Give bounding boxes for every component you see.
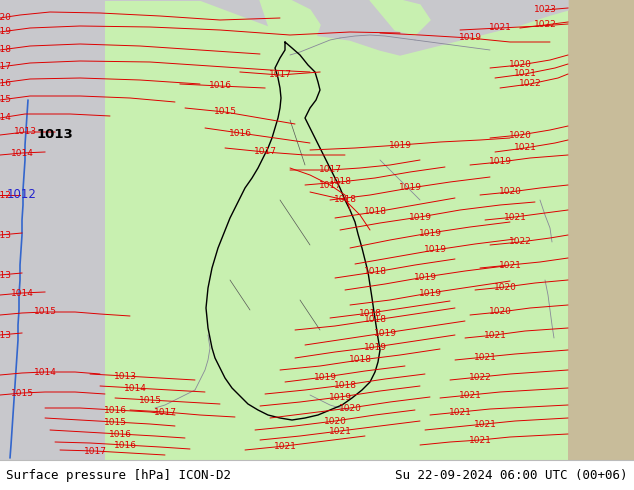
Text: 1012: 1012 <box>0 191 11 199</box>
Text: 1013: 1013 <box>37 128 74 142</box>
Text: 1019: 1019 <box>418 228 441 238</box>
Bar <box>0 0 105 460</box>
Text: 1018: 1018 <box>328 177 351 187</box>
Text: 1018: 1018 <box>358 309 382 318</box>
Text: 1020: 1020 <box>0 14 11 23</box>
Text: 1012: 1012 <box>7 189 37 201</box>
Text: 1019: 1019 <box>413 272 436 281</box>
Text: 1019: 1019 <box>408 213 432 221</box>
Text: 1018: 1018 <box>349 356 372 365</box>
Text: 1022: 1022 <box>508 238 531 246</box>
Text: 1017: 1017 <box>84 446 107 456</box>
Text: 1017: 1017 <box>318 180 342 190</box>
Text: 1018: 1018 <box>333 196 356 204</box>
Text: 1016: 1016 <box>209 81 231 91</box>
Text: 1019: 1019 <box>489 157 512 167</box>
Text: 1020: 1020 <box>508 60 531 70</box>
Text: 1019: 1019 <box>424 245 446 254</box>
Text: 1022: 1022 <box>534 21 557 29</box>
Text: 1021: 1021 <box>273 441 297 450</box>
Text: 1013: 1013 <box>0 270 11 279</box>
Text: Su 22-09-2024 06:00 UTC (00+06): Su 22-09-2024 06:00 UTC (00+06) <box>395 468 628 482</box>
Text: 1014: 1014 <box>11 289 34 297</box>
Text: 1021: 1021 <box>514 70 536 78</box>
Text: 1022: 1022 <box>519 79 541 89</box>
Text: 1013: 1013 <box>113 371 136 381</box>
Text: 1016: 1016 <box>103 406 127 415</box>
Text: 1018: 1018 <box>333 381 356 390</box>
Text: 1015: 1015 <box>138 395 162 405</box>
Text: 1013: 1013 <box>0 230 11 240</box>
Text: 1019: 1019 <box>328 392 351 401</box>
Text: 1015: 1015 <box>103 417 127 426</box>
Text: 1017: 1017 <box>318 166 342 174</box>
Text: Surface pressure [hPa] ICON-D2: Surface pressure [hPa] ICON-D2 <box>6 468 231 482</box>
Text: 1015: 1015 <box>0 96 11 104</box>
Text: 1023: 1023 <box>534 5 557 15</box>
Text: 1019: 1019 <box>458 33 481 43</box>
Text: 1021: 1021 <box>514 144 536 152</box>
Text: 1020: 1020 <box>323 416 346 425</box>
Text: 1014: 1014 <box>0 114 11 122</box>
Text: 1021: 1021 <box>328 426 351 436</box>
Polygon shape <box>100 0 568 55</box>
Text: 1021: 1021 <box>449 408 472 416</box>
Text: 1019: 1019 <box>313 372 337 382</box>
Text: 1017: 1017 <box>153 408 176 416</box>
Text: 1021: 1021 <box>469 436 491 444</box>
Text: 1022: 1022 <box>469 372 491 382</box>
Text: 1014: 1014 <box>34 368 56 376</box>
Text: 1021: 1021 <box>489 24 512 32</box>
Text: 1021: 1021 <box>474 352 496 362</box>
Text: 1019: 1019 <box>373 328 396 338</box>
Text: 1016: 1016 <box>228 128 252 138</box>
Text: 1019: 1019 <box>363 343 387 351</box>
Text: 1021: 1021 <box>474 419 496 428</box>
Text: 1021: 1021 <box>503 213 526 221</box>
Text: 1013: 1013 <box>13 127 37 137</box>
Text: 1020: 1020 <box>508 130 531 140</box>
Text: 1019: 1019 <box>418 289 441 297</box>
Text: 1016: 1016 <box>113 441 136 449</box>
Text: 1020: 1020 <box>498 188 521 196</box>
Text: 1017: 1017 <box>254 147 276 156</box>
Text: 1019: 1019 <box>0 27 11 36</box>
Text: 1021: 1021 <box>484 330 507 340</box>
Text: 1019: 1019 <box>399 183 422 193</box>
Text: 1016: 1016 <box>108 430 131 439</box>
Text: 1018: 1018 <box>0 46 11 54</box>
Text: 1021: 1021 <box>498 261 521 270</box>
Text: 1016: 1016 <box>0 78 11 88</box>
Text: 1017: 1017 <box>0 63 11 72</box>
Text: 1018: 1018 <box>363 268 387 276</box>
Text: 1020: 1020 <box>493 283 517 292</box>
Text: 1018: 1018 <box>363 316 387 324</box>
Text: 1019: 1019 <box>389 141 411 149</box>
Polygon shape <box>260 0 320 45</box>
Polygon shape <box>370 0 430 35</box>
Text: 1020: 1020 <box>489 308 512 317</box>
Text: 1017: 1017 <box>269 71 292 79</box>
Text: 1018: 1018 <box>363 207 387 217</box>
Text: 1013: 1013 <box>0 330 11 340</box>
Text: 1015: 1015 <box>11 389 34 397</box>
Text: 1021: 1021 <box>458 391 481 399</box>
Text: 1014: 1014 <box>11 148 34 157</box>
Text: 1020: 1020 <box>339 403 361 413</box>
Text: 1014: 1014 <box>124 384 146 392</box>
Text: 1015: 1015 <box>34 308 56 317</box>
Bar <box>568 0 634 460</box>
Text: 1015: 1015 <box>214 107 236 117</box>
